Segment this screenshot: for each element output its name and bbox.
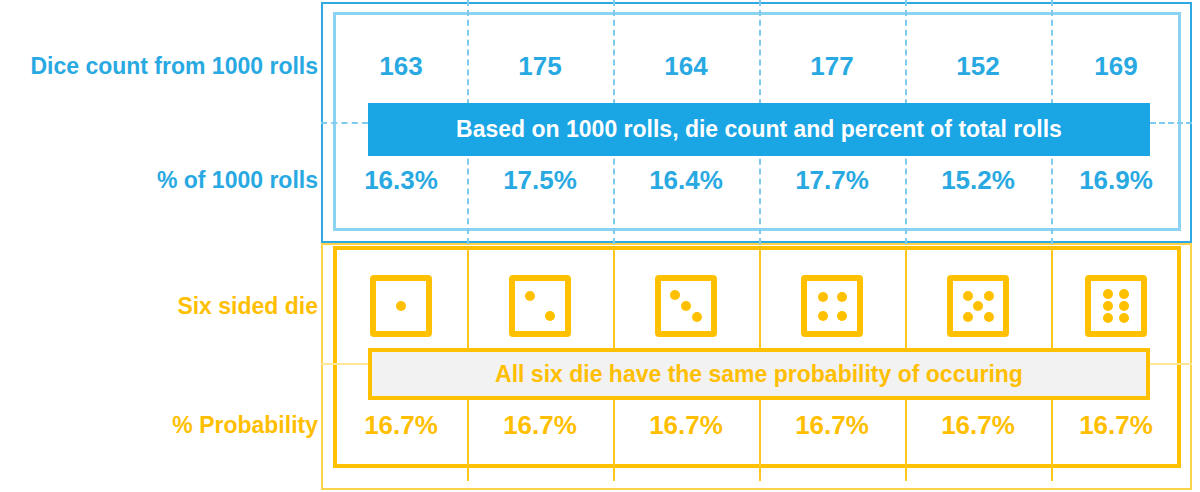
row-gridline-dashed-right xyxy=(1150,122,1192,124)
row-gridline-solid-right xyxy=(1150,363,1192,365)
die-pip xyxy=(681,301,691,311)
row-gridline-dashed-left xyxy=(321,122,368,124)
die-pip xyxy=(963,291,973,301)
die-face-6 xyxy=(1085,275,1147,337)
dice-count-value: 177 xyxy=(759,46,905,86)
row-label-dice-count: Dice count from 1000 rolls xyxy=(0,47,318,85)
row-label-six-sided-die: Six sided die xyxy=(0,287,318,325)
row-label-probability: % Probability xyxy=(0,406,318,444)
die-face-5 xyxy=(947,275,1009,337)
roll-percent-value: 17.7% xyxy=(759,160,905,200)
die-pip xyxy=(1119,313,1129,323)
probability-value: 16.7% xyxy=(335,405,467,445)
die-pip xyxy=(818,311,828,321)
die-pip xyxy=(1103,313,1113,323)
die-pip xyxy=(525,291,535,301)
die-pip xyxy=(973,301,983,311)
dice-probability-infographic: Dice count from 1000 rolls % of 1000 rol… xyxy=(0,0,1200,492)
row-label-percent-rolls: % of 1000 rolls xyxy=(0,161,318,199)
rolls-banner: Based on 1000 rolls, die count and perce… xyxy=(368,103,1150,156)
die-face-4 xyxy=(801,275,863,337)
die-pip xyxy=(670,290,680,300)
die-face-1 xyxy=(370,275,432,337)
probability-value: 16.7% xyxy=(467,405,613,445)
die-face-3 xyxy=(655,275,717,337)
die-pip xyxy=(1103,301,1113,311)
dice-count-value: 152 xyxy=(905,46,1051,86)
dice-count-value: 169 xyxy=(1051,46,1181,86)
roll-percent-value: 15.2% xyxy=(905,160,1051,200)
probability-value: 16.7% xyxy=(613,405,759,445)
die-pip xyxy=(396,301,406,311)
probability-banner: All six die have the same probability of… xyxy=(368,348,1150,400)
dice-count-value: 175 xyxy=(467,46,613,86)
die-pip xyxy=(984,312,994,322)
roll-percent-value: 16.9% xyxy=(1051,160,1181,200)
roll-percent-value: 17.5% xyxy=(467,160,613,200)
die-face-2 xyxy=(509,275,571,337)
die-pip xyxy=(837,292,847,302)
probability-value: 16.7% xyxy=(905,405,1051,445)
die-pip xyxy=(818,292,828,302)
die-pip xyxy=(837,311,847,321)
die-pip xyxy=(1119,301,1129,311)
die-pip xyxy=(1119,289,1129,299)
die-pip xyxy=(984,291,994,301)
die-pip xyxy=(545,311,555,321)
die-pip xyxy=(1103,289,1113,299)
die-pip xyxy=(692,312,702,322)
roll-percent-value: 16.3% xyxy=(335,160,467,200)
dice-count-value: 164 xyxy=(613,46,759,86)
dice-count-value: 163 xyxy=(335,46,467,86)
roll-percent-value: 16.4% xyxy=(613,160,759,200)
probability-value: 16.7% xyxy=(759,405,905,445)
die-pip xyxy=(963,312,973,322)
probability-value: 16.7% xyxy=(1051,405,1181,445)
row-gridline-solid-left xyxy=(321,363,368,365)
